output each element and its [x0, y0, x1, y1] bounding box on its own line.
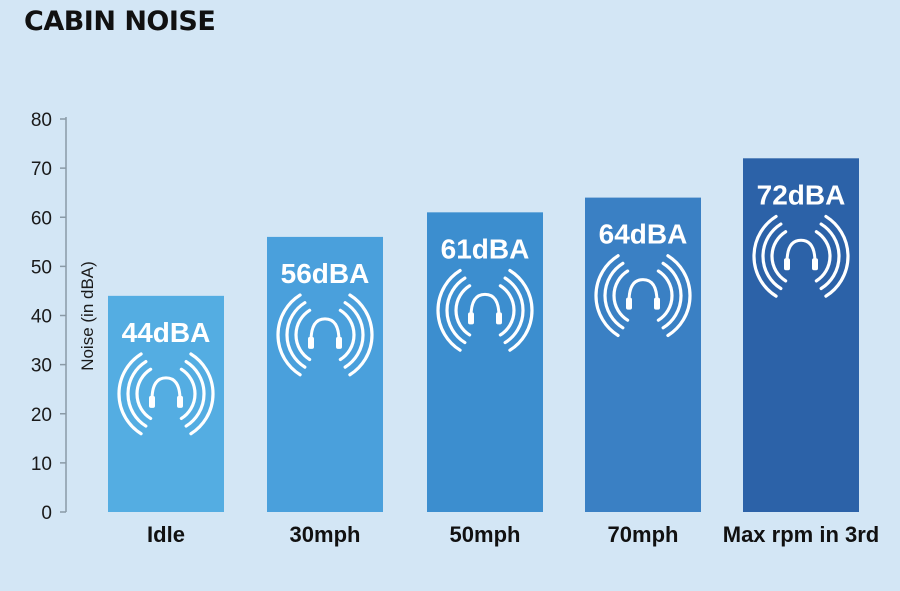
ear-cup-left: [626, 297, 632, 310]
sound-wave-right: [184, 360, 206, 428]
sound-wave-left: [603, 261, 625, 330]
ear-cup-left: [149, 395, 155, 408]
sound-wave-right: [503, 276, 525, 345]
sound-wave-left: [117, 352, 143, 436]
ear-cup-left: [784, 258, 790, 271]
sound-wave-left: [761, 222, 783, 291]
axis-layer: 0 10 20 30 40 50 60 70 80: [31, 110, 67, 524]
bar-data-label: 56dBA: [281, 258, 370, 289]
bar-data-label: 61dBA: [441, 233, 530, 264]
ear-cup-right: [812, 258, 818, 271]
sound-wave-left: [126, 360, 148, 428]
chart-title: CABIN NOISE: [24, 6, 216, 37]
sound-wave-right: [508, 268, 534, 352]
sound-wave-right: [498, 284, 516, 337]
headband-shape: [627, 278, 659, 304]
sound-wave-right: [814, 230, 832, 283]
headphones-sound-waves-icon: [276, 293, 374, 377]
headband-shape: [469, 292, 501, 318]
bar: [267, 236, 383, 512]
y-tick-label: 40: [31, 307, 52, 328]
sound-wave-right: [189, 352, 215, 436]
y-tick-label: 60: [31, 208, 52, 229]
bar: [585, 197, 701, 512]
sound-wave-left: [594, 254, 620, 338]
ear-cup-right: [496, 312, 502, 325]
x-category-label: Idle: [147, 522, 185, 547]
sound-wave-left: [770, 230, 788, 283]
y-tick-label: 0: [41, 503, 52, 524]
headphones-sound-waves-icon: [117, 352, 215, 436]
x-category-label: 30mph: [290, 522, 361, 547]
bar-layer: 44dBA Idle 56dBA 30mph 61dBA 50mph 64dBA 70mph 7…: [108, 158, 879, 547]
headband-shape: [309, 317, 341, 343]
ear-cup-right: [654, 297, 660, 310]
x-category-label: 50mph: [450, 522, 521, 547]
sound-wave-right: [819, 222, 841, 291]
headphones-sound-waves-icon: [752, 214, 850, 298]
headphones-sound-waves-icon: [594, 254, 692, 338]
sound-wave-left: [135, 367, 153, 421]
x-category-label: 70mph: [608, 522, 679, 547]
ear-cup-left: [468, 312, 474, 325]
sound-wave-right: [666, 254, 692, 338]
y-tick-label: 80: [31, 110, 52, 131]
y-tick-label: 20: [31, 405, 52, 426]
bar-data-label: 64dBA: [599, 219, 688, 250]
y-tick-label: 10: [31, 454, 52, 475]
sound-wave-left: [752, 214, 778, 298]
sound-wave-right: [338, 308, 356, 362]
bar: [108, 295, 224, 512]
y-axis-label: Noise (in dBA): [78, 261, 97, 371]
sound-wave-left: [276, 293, 302, 377]
sound-wave-left: [285, 301, 307, 369]
headphones-sound-waves-icon: [436, 268, 534, 352]
x-category-label: Max rpm in 3rd: [723, 522, 879, 547]
ear-cup-left: [308, 336, 314, 349]
sound-wave-right: [348, 293, 374, 377]
bar: [427, 212, 543, 512]
headband-shape: [150, 376, 182, 402]
y-tick-label: 50: [31, 257, 52, 278]
sound-wave-left: [445, 276, 467, 345]
ear-cup-right: [177, 395, 183, 408]
sound-wave-right: [343, 301, 365, 369]
headband-shape: [785, 238, 817, 264]
y-tick-label: 70: [31, 159, 52, 180]
bar: [743, 158, 859, 513]
bar-data-label: 72dBA: [757, 179, 846, 210]
sound-wave-left: [436, 268, 462, 352]
sound-wave-right: [179, 367, 197, 421]
sound-wave-right: [661, 261, 683, 330]
sound-wave-right: [656, 269, 674, 322]
sound-wave-left: [612, 269, 630, 322]
ear-cup-right: [336, 336, 342, 349]
sound-wave-left: [294, 308, 312, 362]
bar-data-label: 44dBA: [122, 317, 211, 348]
sound-wave-right: [824, 214, 850, 298]
sound-wave-left: [454, 284, 472, 337]
y-tick-label: 30: [31, 356, 52, 377]
